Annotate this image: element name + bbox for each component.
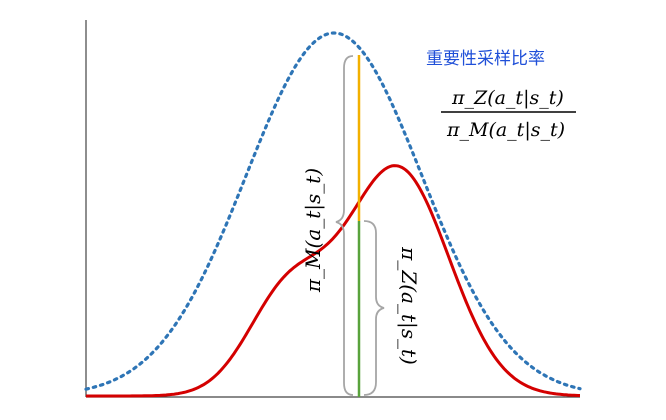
diagram-title: 重要性采样比率	[426, 49, 545, 69]
right-brace	[363, 220, 385, 396]
solid-curve-pi-z	[86, 164, 580, 398]
pi-z-label: π_Z(a_t|s_t)	[396, 246, 421, 365]
ratio-numerator: π_Z(a_t|s_t)	[451, 87, 564, 109]
left-brace	[335, 55, 354, 396]
pi-m-label: π_M(a_t|s_t)	[301, 168, 326, 293]
dotted-curve-pi-m	[84, 31, 582, 391]
ratio-denominator: π_M(a_t|s_t)	[446, 119, 565, 141]
